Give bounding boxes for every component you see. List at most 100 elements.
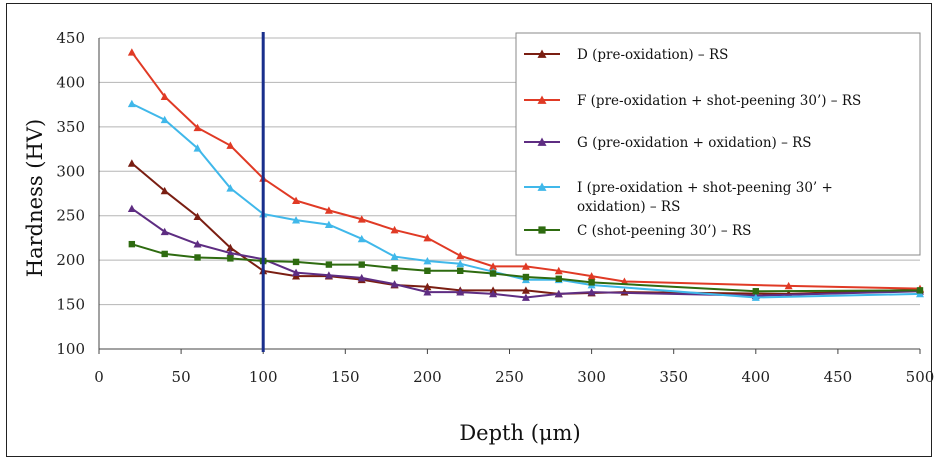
data-point [193,240,202,248]
x-tick-label: 200 [413,368,442,386]
data-point [521,293,530,301]
x-tick-label: 100 [249,368,278,386]
data-point [292,196,301,205]
data-point [456,251,465,260]
y-axis-title: Hardness (HV) [23,119,47,277]
data-point [358,261,365,268]
data-point [457,267,464,275]
data-point [194,254,201,261]
legend-label: D (pre-oxidation) – RS [577,47,728,63]
chart-frame [6,3,932,457]
data-point [587,288,596,296]
data-point [489,289,498,298]
legend-item-2: G (pre-oxidation + oxidation) – RS [524,135,812,151]
y-tick-labels: 100 150 200 250 300 350 400 450 [56,29,85,358]
data-point [456,288,465,296]
data-point [423,282,432,291]
data-point [324,220,333,228]
series-4 [128,240,924,295]
data-point [537,182,547,191]
data-point [521,286,530,294]
x-tick-label: 0 [94,368,104,386]
legend-label: G (pre-oxidation + oxidation) – RS [577,135,812,151]
data-point [226,243,235,252]
y-tick-label: 100 [56,340,85,358]
data-point [391,264,398,272]
x-tick-label: 300 [577,368,606,386]
data-point [555,275,562,283]
data-point [292,216,301,224]
data-point [325,261,333,268]
x-tick-label: 400 [741,368,770,386]
data-point [587,272,596,280]
x-tick-label: 500 [906,368,935,386]
data-point [423,288,432,296]
data-point [227,255,234,262]
data-point [537,49,547,58]
data-point [784,281,793,290]
data-point [423,233,432,242]
data-point [538,226,546,234]
data-point [521,262,530,270]
legend-item-3: I (pre-oxidation + shot-peening 30’ + oxi… [524,180,833,215]
x-axis-title: Depth (μm) [459,421,580,445]
x-tick-label: 150 [331,368,360,386]
legend-box [515,32,921,256]
legend-item-1: F (pre-oxidation + shot-peening 30’) – R… [524,93,861,109]
legend-item-4: C (shot-peening 30’) – RS [524,223,751,239]
data-point [193,144,202,152]
data-point [357,215,366,223]
data-point [916,289,924,298]
x-tick-label: 250 [495,368,524,386]
y-tick-label: 350 [56,118,85,136]
data-point [226,141,235,149]
data-point [127,48,136,56]
data-point [522,273,530,281]
data-point [423,257,432,265]
data-point [424,267,431,275]
data-point [390,252,399,260]
data-point [193,212,202,221]
y-tick-label: 300 [56,162,85,180]
x-tick-label: 50 [172,368,191,386]
x-tick-label: 450 [824,368,853,386]
y-tick-label: 200 [56,251,85,269]
data-point [324,206,333,214]
data-point [226,249,235,257]
data-point [916,287,924,294]
data-point [226,184,235,192]
data-point [128,240,136,248]
legend-label: C (shot-peening 30’) – RS [577,223,751,239]
data-point [193,123,202,132]
data-point [554,289,563,298]
data-point [160,227,169,236]
y-tick-label: 250 [56,207,85,225]
data-point [456,259,465,268]
data-point [357,273,366,282]
data-point [160,186,169,195]
data-point [390,225,399,234]
data-point [292,258,300,266]
x-tick-label: 350 [659,368,688,386]
series-layer [127,48,924,301]
data-point [292,268,301,276]
data-point [752,288,759,295]
series-line [131,51,921,290]
data-point [324,271,333,279]
data-point [357,234,366,243]
y-tick-label: 150 [56,296,85,314]
x-tick-labels: 0 50 100 150 200 250 300 350 400 450 500 [94,368,934,386]
data-point [751,293,760,301]
data-point [160,115,169,124]
y-tick-label: 400 [56,73,85,91]
legend: D (pre-oxidation) – RS F (pre-oxidation +… [515,32,921,256]
data-point [127,159,136,167]
y-tick-label: 450 [56,29,85,47]
data-point [390,280,399,288]
data-point [537,95,547,104]
data-point [489,262,498,270]
data-point [161,250,168,258]
data-point [127,99,136,108]
data-point [489,270,497,277]
